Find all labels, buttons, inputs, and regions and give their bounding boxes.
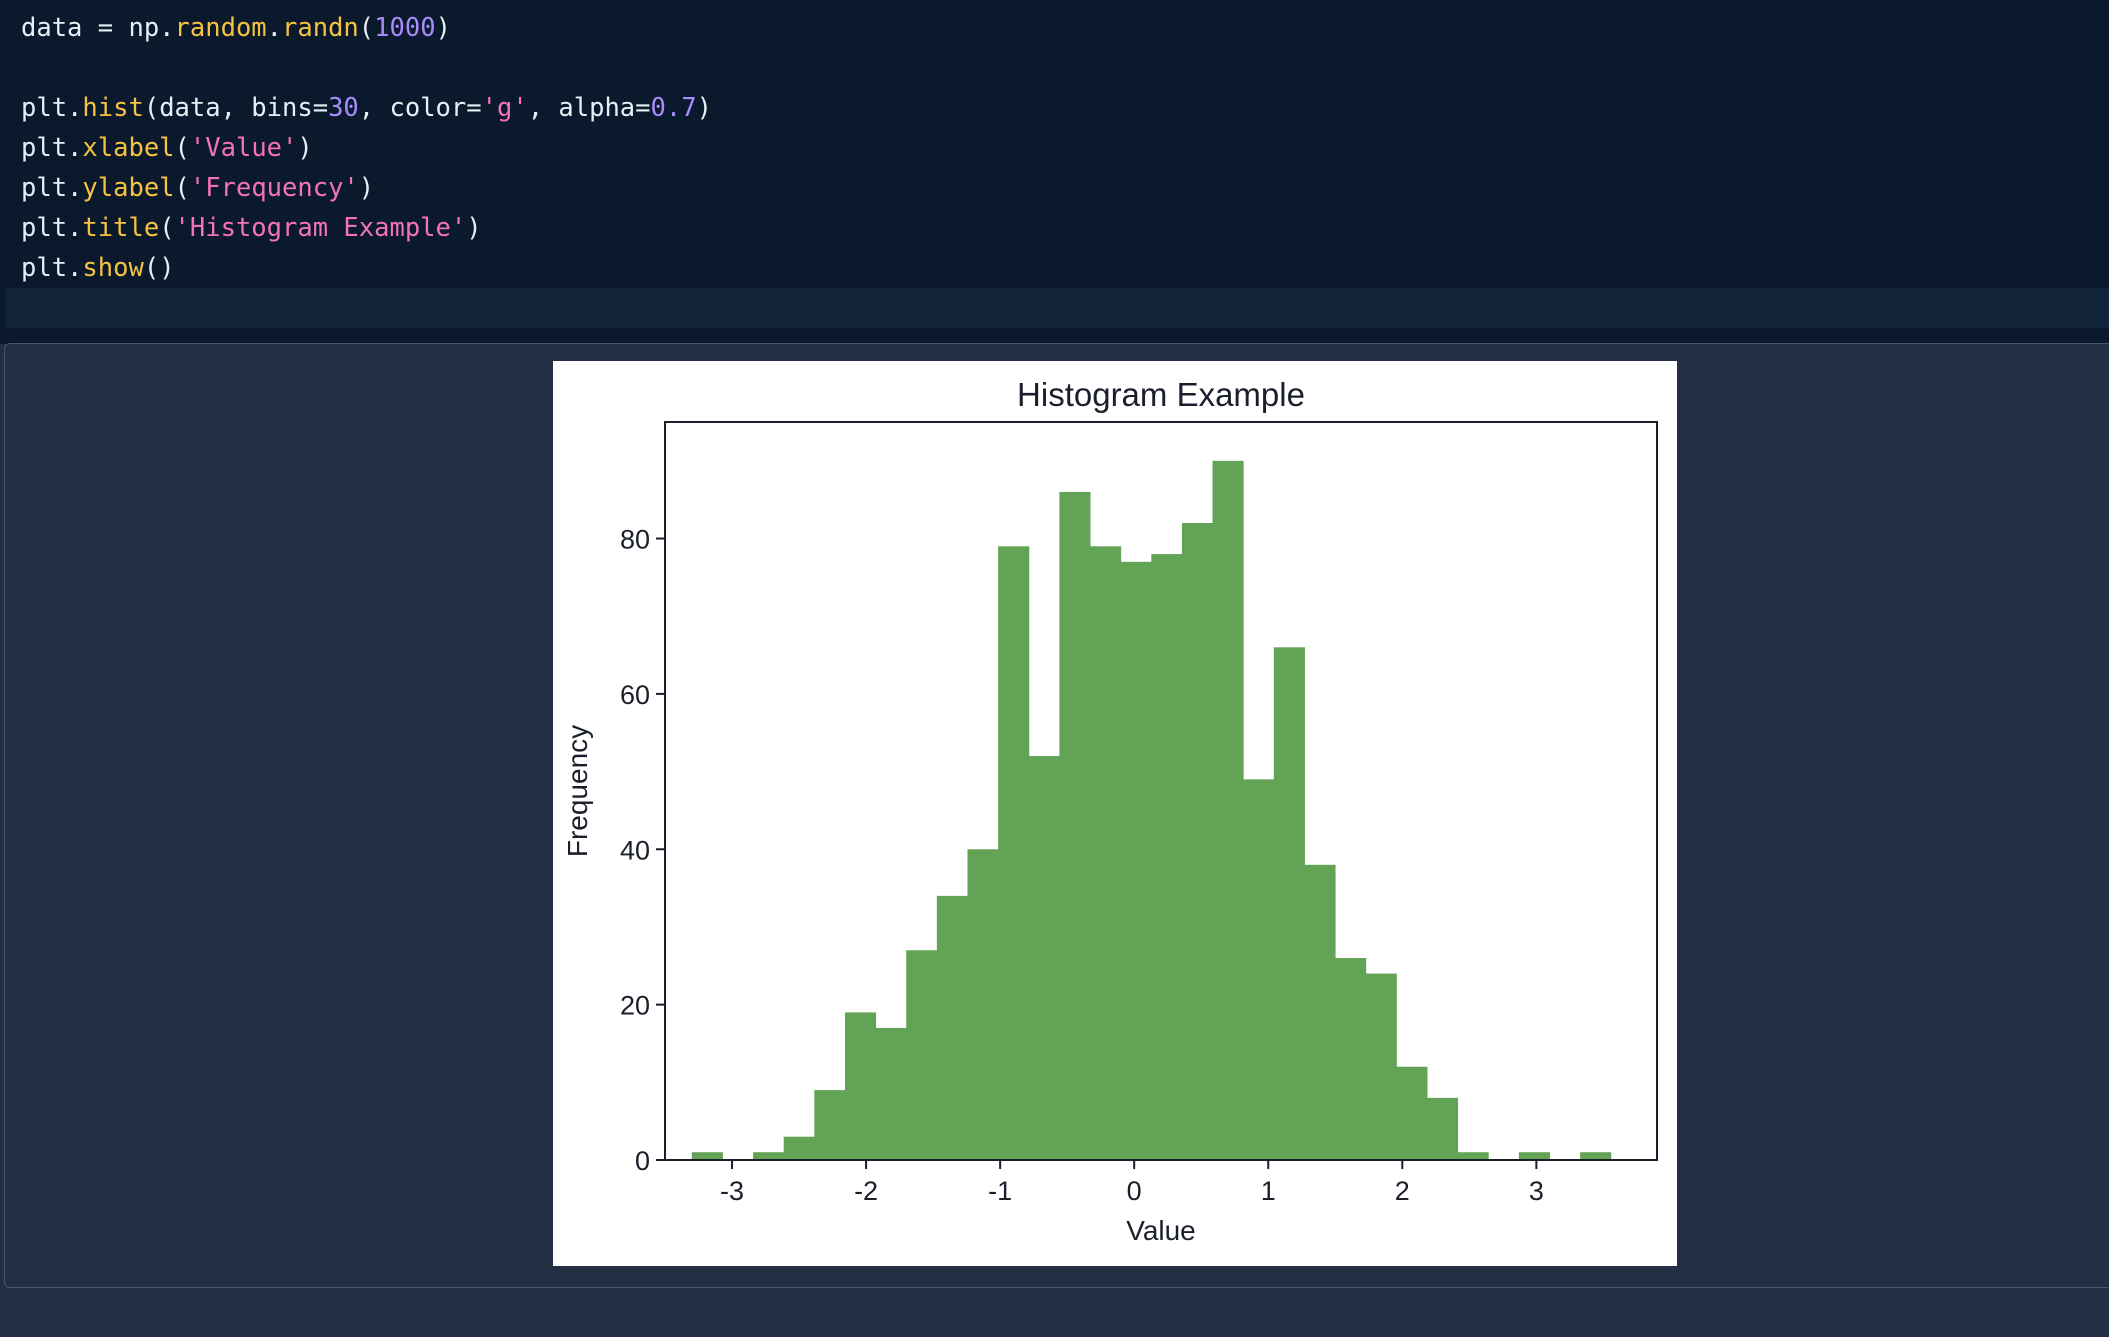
code-token: (	[358, 13, 375, 43]
x-tick-label: 1	[1261, 1176, 1276, 1206]
histogram-bar	[1273, 647, 1305, 1160]
y-tick-label: 0	[635, 1146, 650, 1176]
code-token: )	[466, 213, 482, 243]
code-token: , alpha=	[527, 93, 651, 123]
histogram-bar	[1396, 1066, 1428, 1160]
histogram-bar	[1059, 491, 1091, 1160]
histogram-bar	[1181, 522, 1214, 1160]
active-line-highlight	[5, 288, 2109, 328]
code-token: plt.	[21, 253, 83, 283]
histogram-bars	[691, 460, 1612, 1160]
code-token: random	[174, 13, 267, 43]
code-token: (	[174, 133, 190, 163]
x-tick-label: -2	[854, 1176, 878, 1206]
code-token: ylabel	[82, 173, 175, 203]
y-axis: 0 20 40 60 80	[620, 525, 665, 1176]
histogram-bar	[1304, 864, 1336, 1160]
code-token: plt.	[21, 213, 83, 243]
histogram-bar	[1090, 546, 1122, 1160]
code-token: xlabel	[82, 133, 175, 163]
code-token: 'Histogram Example'	[174, 213, 467, 243]
code-line[interactable]: data = np.random.randn(1000)	[21, 8, 712, 48]
code-line[interactable]: plt.show()	[21, 248, 712, 288]
code-token: 1000	[374, 13, 436, 43]
x-axis: -3 -2 -1 0 1 2 3	[720, 1160, 1544, 1206]
editor-gutter	[0, 0, 5, 344]
code-token: )	[696, 93, 712, 123]
histogram-bar	[1457, 1152, 1489, 1160]
x-tick-label: 3	[1529, 1176, 1544, 1206]
code-editor[interactable]: data = np.random.randn(1000) plt.hist(da…	[0, 0, 2109, 344]
y-axis-label: Frequency	[562, 725, 593, 857]
histogram-bar	[1426, 1097, 1459, 1160]
histogram-bar	[967, 849, 999, 1160]
y-tick-label: 60	[620, 680, 650, 710]
histogram-bar	[875, 1027, 907, 1160]
code-line[interactable]	[21, 48, 712, 88]
code-token: .	[266, 13, 283, 43]
histogram-bar	[1120, 561, 1152, 1160]
code-token: )	[358, 173, 375, 203]
x-tick-label: 2	[1395, 1176, 1410, 1206]
y-tick-label: 40	[620, 835, 650, 865]
code-token: )	[297, 133, 313, 163]
histogram-chart: Histogram Example -3 -2 -1 0 1 2 3 0 20 40 60 80 V…	[562, 376, 1658, 1246]
chart-title: Histogram Example	[1017, 376, 1305, 413]
histogram-bar	[936, 895, 968, 1160]
chart-figure: Histogram Example -3 -2 -1 0 1 2 3 0 20 40 60 80 V…	[553, 361, 1677, 1266]
histogram-bar	[998, 546, 1030, 1160]
code-token: (	[174, 173, 190, 203]
histogram-bar	[1151, 554, 1183, 1160]
x-tick-label: 0	[1127, 1176, 1142, 1206]
code-token: 0.7	[650, 93, 697, 123]
x-tick-label: -3	[720, 1176, 744, 1206]
code-token: (data, bins=	[143, 93, 329, 123]
code-token: plt.	[21, 133, 83, 163]
histogram-bar	[1365, 973, 1397, 1160]
code-token: randn	[282, 13, 359, 43]
plot-frame	[664, 421, 1658, 1161]
histogram-bar	[906, 950, 938, 1160]
histogram-bar	[844, 1012, 877, 1160]
code-token: show	[82, 253, 144, 283]
histogram-bar	[1335, 958, 1367, 1160]
code-token: data = np.	[21, 13, 175, 43]
code-token: ()	[143, 253, 175, 283]
histogram-bar	[753, 1152, 785, 1160]
histogram-bar	[1212, 460, 1244, 1160]
code-token: 30	[328, 93, 359, 123]
histogram-bar	[1580, 1152, 1612, 1160]
code-token: 'g'	[481, 93, 528, 123]
y-tick-label: 80	[620, 525, 650, 555]
code-token: )	[435, 13, 451, 43]
code-token: plt.	[21, 173, 83, 203]
code-line[interactable]: plt.hist(data, bins=30, color='g', alpha…	[21, 88, 712, 128]
histogram-bar	[1518, 1152, 1550, 1160]
code-content[interactable]: data = np.random.randn(1000) plt.hist(da…	[21, 8, 712, 288]
code-token: plt.	[21, 93, 83, 123]
code-token: 'Value'	[189, 133, 298, 163]
code-line[interactable]: plt.ylabel('Frequency')	[21, 168, 712, 208]
code-token: (	[159, 213, 175, 243]
code-line[interactable]: plt.title('Histogram Example')	[21, 208, 712, 248]
histogram-bar	[814, 1090, 846, 1160]
histogram-bar	[1028, 756, 1060, 1160]
x-axis-label: Value	[1126, 1215, 1196, 1246]
histogram-bar	[1243, 779, 1275, 1160]
x-tick-label: -1	[988, 1176, 1012, 1206]
histogram-bar	[783, 1136, 815, 1160]
code-line[interactable]: plt.xlabel('Value')	[21, 128, 712, 168]
code-token: 'Frequency'	[189, 173, 359, 203]
code-token: , color=	[358, 93, 482, 123]
code-token: title	[82, 213, 160, 243]
code-token: hist	[82, 93, 144, 123]
histogram-bar	[691, 1152, 723, 1160]
y-tick-label: 20	[620, 991, 650, 1021]
